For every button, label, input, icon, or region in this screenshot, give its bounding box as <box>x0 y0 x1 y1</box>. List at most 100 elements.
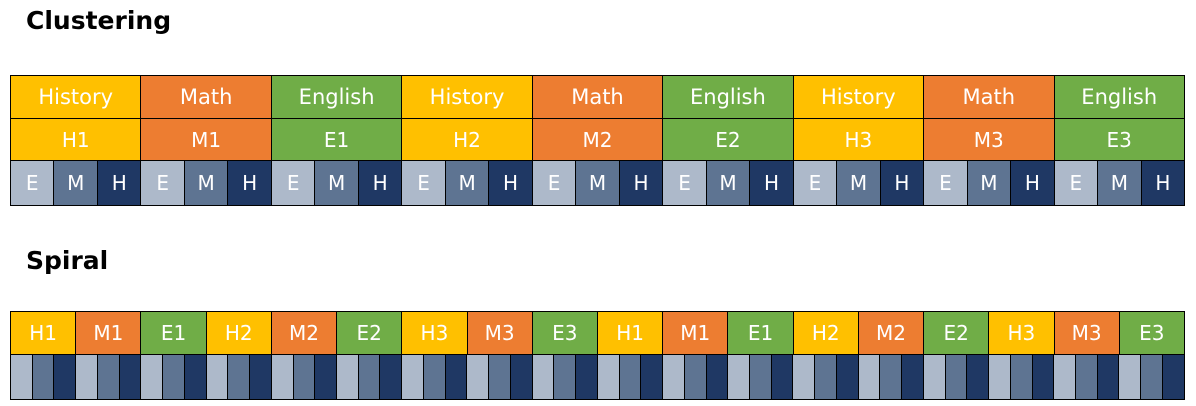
subject-cell-math: Math <box>140 75 272 119</box>
spiral-level-cell-h <box>640 354 664 400</box>
subject-cell-history: History <box>10 75 142 119</box>
subject-cell-english: English <box>1053 75 1185 119</box>
spiral-level-cell-h <box>835 354 859 400</box>
spiral-unit-cell-m3: M3 <box>1053 311 1120 355</box>
spiral-level-cell-h <box>901 354 924 400</box>
spiral-level-cell-m <box>748 354 772 400</box>
spiral-unit-cell-h2: H2 <box>205 311 272 355</box>
spiral-unit-cell-m3: M3 <box>466 311 533 355</box>
spiral-level-cell-e <box>596 354 620 400</box>
spiral-level-cell-h <box>966 354 990 400</box>
spiral-unit-cell-e3: E3 <box>531 311 598 355</box>
level-cell-e: E <box>270 160 316 206</box>
level-cell-h: H <box>618 160 664 206</box>
subject-cell-english: English <box>270 75 403 119</box>
spiral-level-row <box>10 354 1185 400</box>
spiral-level-cell-m <box>422 354 446 400</box>
level-cell-e: E <box>140 160 185 206</box>
spiral-level-cell-h <box>314 354 338 400</box>
spiral-level-cell-m <box>879 354 903 400</box>
spiral-level-cell-e <box>1118 354 1142 400</box>
unit-cell-e2: E2 <box>662 118 794 161</box>
spiral-level-cell-h <box>379 354 403 400</box>
spiral-unit-cell-m1: M1 <box>75 311 142 355</box>
spiral-level-cell-m <box>1074 354 1098 400</box>
spiral-level-cell-m <box>488 354 511 400</box>
spiral-level-cell-h <box>509 354 533 400</box>
subject-cell-history: History <box>792 75 925 119</box>
spiral-level-cell-e <box>857 354 881 400</box>
subject-cell-math: Math <box>531 75 664 119</box>
spiral-level-cell-m <box>162 354 185 400</box>
level-cell-m: M <box>183 160 229 206</box>
spiral-level-cell-h <box>1096 354 1120 400</box>
spiral-level-cell-h <box>249 354 272 400</box>
spiral-level-cell-m <box>1009 354 1033 400</box>
level-cell-m: M <box>314 160 359 206</box>
spiral-unit-cell-m1: M1 <box>662 311 729 355</box>
spiral-level-cell-h <box>575 354 598 400</box>
spiral-level-cell-h <box>53 354 77 400</box>
spiral-level-cell-m <box>618 354 642 400</box>
spiral-level-cell-h <box>1161 354 1185 400</box>
level-cell-e: E <box>923 160 968 206</box>
level-cell-e: E <box>662 160 707 206</box>
level-cell-h: H <box>488 160 533 206</box>
level-cell-m: M <box>836 160 881 206</box>
unit-cell-h3: H3 <box>792 118 925 161</box>
level-cell-e: E <box>792 160 838 206</box>
level-cell-e: E <box>10 160 55 206</box>
level-cell-h: H <box>357 160 403 206</box>
level-cell-h: H <box>1010 160 1055 206</box>
spiral-level-cell-e <box>792 354 816 400</box>
spiral-unit-cell-h2: H2 <box>792 311 859 355</box>
spiral-level-cell-m <box>814 354 837 400</box>
spiral-title: Spiral <box>26 246 109 275</box>
spiral-level-cell-m <box>227 354 251 400</box>
spiral-unit-cell-m2: M2 <box>270 311 338 355</box>
spiral-unit-cell-e1: E1 <box>140 311 207 355</box>
spiral-level-cell-h <box>118 354 142 400</box>
spiral-level-cell-e <box>662 354 685 400</box>
clustering-title: Clustering <box>26 6 172 35</box>
spiral-level-cell-h <box>444 354 468 400</box>
spiral-unit-cell-e1: E1 <box>727 311 794 355</box>
spiral-level-cell-e <box>336 354 359 400</box>
spiral-level-cell-e <box>205 354 229 400</box>
subject-cell-history: History <box>401 75 533 119</box>
level-cell-m: M <box>966 160 1012 206</box>
spiral-level-cell-e <box>75 354 98 400</box>
spiral-level-cell-e <box>988 354 1011 400</box>
level-cell-e: E <box>531 160 577 206</box>
spiral-unit-cell-h3: H3 <box>401 311 468 355</box>
subject-cell-math: Math <box>923 75 1055 119</box>
spiral-level-cell-e <box>727 354 750 400</box>
spiral-level-cell-e <box>270 354 294 400</box>
spiral-level-cell-m <box>292 354 316 400</box>
level-cell-m: M <box>53 160 98 206</box>
level-cell-h: H <box>879 160 925 206</box>
subject-cell-english: English <box>662 75 794 119</box>
level-cell-e: E <box>1053 160 1099 206</box>
spiral-level-cell-m <box>553 354 577 400</box>
level-cell-h: H <box>1140 160 1186 206</box>
unit-cell-m2: M2 <box>531 118 664 161</box>
spiral-level-cell-h <box>1031 354 1055 400</box>
unit-cell-h2: H2 <box>401 118 533 161</box>
level-cell-m: M <box>444 160 490 206</box>
level-cell-m: M <box>1097 160 1142 206</box>
unit-cell-m3: M3 <box>923 118 1055 161</box>
spiral-unit-cell-m2: M2 <box>857 311 925 355</box>
spiral-unit-cell-e3: E3 <box>1118 311 1185 355</box>
unit-cell-e1: E1 <box>270 118 403 161</box>
unit-cell-m1: M1 <box>140 118 272 161</box>
spiral-level-cell-h <box>183 354 207 400</box>
level-cell-m: M <box>705 160 751 206</box>
level-cell-h: H <box>749 160 794 206</box>
level-cell-h: H <box>96 160 142 206</box>
spiral-level-cell-m <box>31 354 55 400</box>
level-cell-e: E <box>401 160 446 206</box>
unit-cell-h1: H1 <box>10 118 142 161</box>
spiral-unit-cell-e2: E2 <box>923 311 990 355</box>
